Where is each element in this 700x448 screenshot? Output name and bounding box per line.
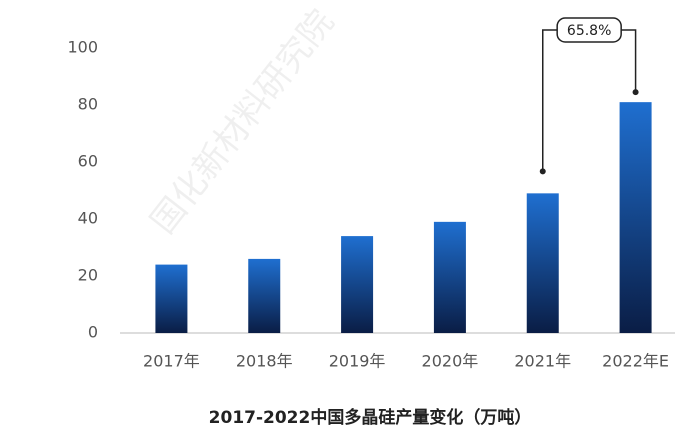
x-tick-label: 2022年E bbox=[602, 352, 669, 371]
annotation-box bbox=[556, 17, 622, 43]
x-tick-label: 2020年 bbox=[422, 352, 479, 371]
x-tick-label: 2021年 bbox=[514, 352, 571, 371]
chart-title: 2017-2022中国多晶硅产量变化（万吨） bbox=[209, 407, 532, 428]
y-tick-label: 80 bbox=[78, 95, 98, 114]
bar bbox=[526, 193, 559, 333]
bar bbox=[248, 258, 281, 333]
x-tick-label: 2017年 bbox=[143, 352, 200, 371]
y-tick-label: 20 bbox=[78, 266, 98, 285]
annotation-dot bbox=[539, 168, 546, 175]
y-tick-label: 40 bbox=[78, 209, 98, 228]
bar bbox=[433, 221, 466, 333]
y-tick-label: 60 bbox=[78, 152, 98, 171]
y-tick-label: 100 bbox=[67, 38, 98, 57]
annotation-label: 65.8% bbox=[567, 23, 611, 39]
watermark: 国化新材料研究院 bbox=[143, 2, 342, 241]
y-tick-label: 0 bbox=[88, 323, 98, 342]
bar bbox=[619, 102, 652, 334]
x-tick-label: 2019年 bbox=[329, 352, 386, 371]
bar bbox=[341, 236, 374, 333]
x-tick-label: 2018年 bbox=[236, 352, 293, 371]
bar bbox=[155, 264, 188, 333]
annotation-dot bbox=[632, 89, 639, 96]
